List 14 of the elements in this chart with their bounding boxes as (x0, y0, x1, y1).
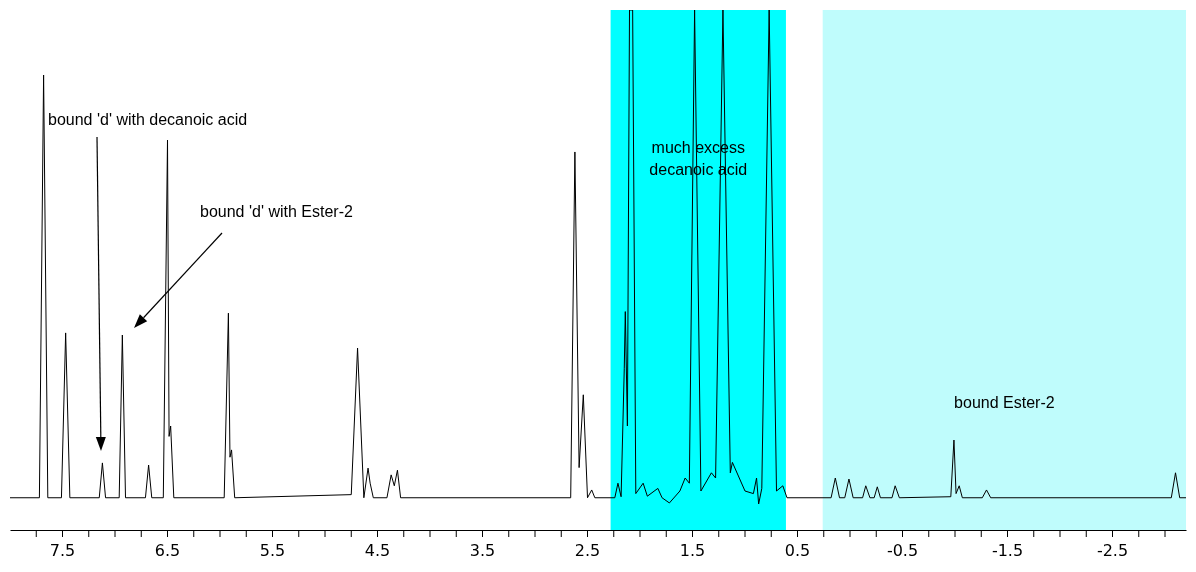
x-tick-label: 6.5 (154, 541, 181, 560)
band-label: bound Ester-2 (954, 394, 1055, 411)
annotation: bound 'd' with Ester-2 (200, 203, 353, 220)
x-tick-label: 2.5 (574, 541, 601, 560)
x-tick-label: 1.5 (679, 541, 706, 560)
x-tick-label: 3.5 (469, 541, 496, 560)
x-tick-label: -0.5 (886, 541, 919, 560)
x-tick-label: -2.5 (1096, 541, 1129, 560)
x-tick-label: 4.5 (364, 541, 391, 560)
x-tick-label: 5.5 (259, 541, 286, 560)
x-tick-label: 0.5 (784, 541, 811, 560)
x-tick-label: 7.5 (49, 541, 76, 560)
x-tick-label: -1.5 (991, 541, 1024, 560)
annotation: bound 'd' with decanoic acid (48, 111, 248, 128)
